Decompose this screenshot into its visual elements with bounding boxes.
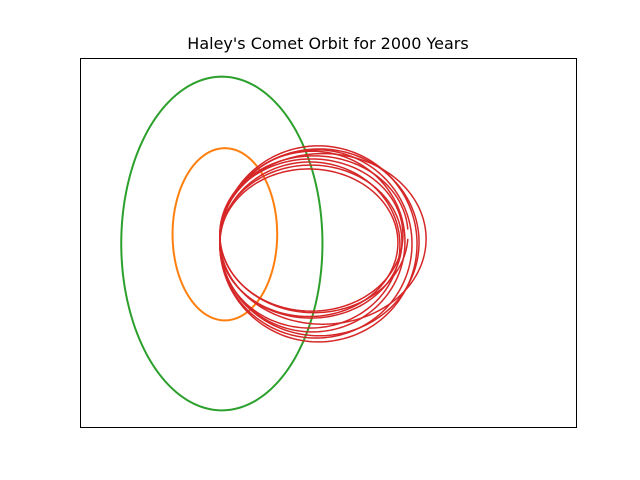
plot-area bbox=[120, 75, 427, 412]
orbit-line-0 bbox=[120, 75, 324, 412]
chart-title: Haley's Comet Orbit for 2000 Years bbox=[187, 34, 468, 53]
comet-orbit-loop-9 bbox=[219, 164, 403, 319]
axes-frame bbox=[80, 58, 577, 428]
